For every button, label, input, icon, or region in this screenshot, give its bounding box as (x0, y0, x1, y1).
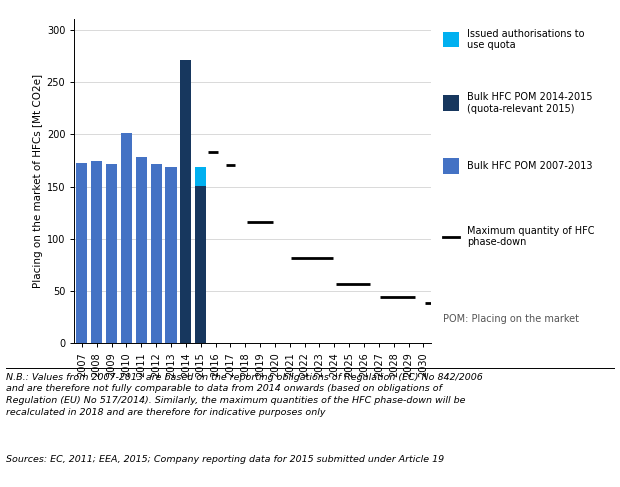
Bar (136, 157, 147, 343)
Text: Bulk HFC POM 2007-2013: Bulk HFC POM 2007-2013 (467, 161, 592, 171)
Bar (195, 167, 206, 186)
Text: Issued authorisations to
use quota: Issued authorisations to use quota (467, 29, 585, 50)
Bar (121, 133, 132, 343)
Bar (180, 60, 192, 343)
Bar (151, 164, 162, 343)
Bar (76, 163, 87, 343)
Text: Bulk HFC POM 2014-2015
(quota-relevant 2015): Bulk HFC POM 2014-2015 (quota-relevant 2… (467, 92, 592, 113)
Text: Maximum quantity of HFC
phase-down: Maximum quantity of HFC phase-down (467, 226, 595, 247)
Text: Sources: EC, 2011; EEA, 2015; Company reporting data for 2015 submitted under Ar: Sources: EC, 2011; EEA, 2015; Company re… (6, 455, 445, 464)
Bar (166, 167, 177, 343)
Text: N.B.: Values from 2007-2013 are based on the reporting obligations of Regulation: N.B.: Values from 2007-2013 are based on… (6, 373, 483, 417)
Bar (195, 186, 206, 343)
Bar (106, 164, 117, 343)
Bar (91, 161, 102, 343)
Y-axis label: Placing on the market of HFCs [Mt CO2e]: Placing on the market of HFCs [Mt CO2e] (33, 75, 43, 288)
Text: POM: Placing on the market: POM: Placing on the market (443, 315, 579, 324)
